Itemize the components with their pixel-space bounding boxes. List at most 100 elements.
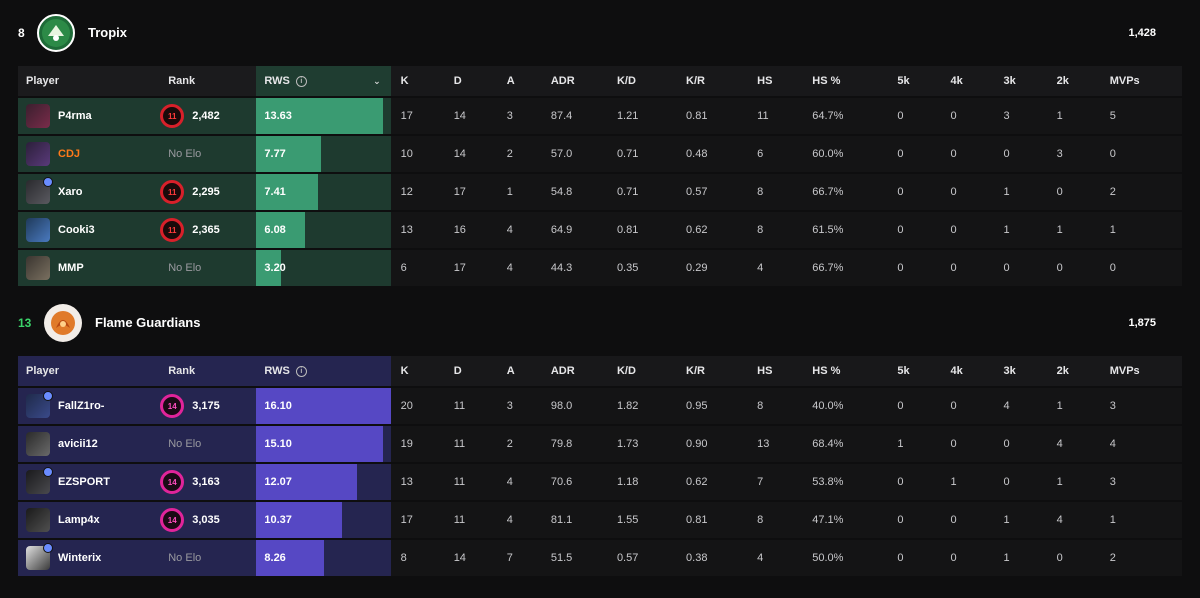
player-cell[interactable]: Xaro bbox=[18, 174, 161, 210]
player-cell[interactable]: FallZ1ro- bbox=[18, 388, 161, 424]
col-hs[interactable]: HS bbox=[747, 356, 803, 386]
flame-guardians-logo-icon[interactable] bbox=[44, 304, 82, 342]
avatar[interactable] bbox=[26, 432, 50, 456]
col-d[interactable]: D bbox=[443, 66, 497, 96]
col-a[interactable]: A bbox=[496, 356, 541, 386]
stat-adr: 81.1 bbox=[540, 502, 607, 538]
avatar[interactable] bbox=[26, 508, 50, 532]
tropix-logo-icon[interactable] bbox=[37, 14, 75, 52]
player-row[interactable]: avicii12 No Elo 15.10 19 11 2 79.8 1.73 0.90 13 68… bbox=[18, 426, 1182, 462]
avatar[interactable] bbox=[26, 391, 53, 418]
info-icon[interactable]: i bbox=[295, 75, 307, 87]
player-name[interactable]: Cooki3 bbox=[58, 224, 95, 236]
col-d[interactable]: D bbox=[443, 356, 497, 386]
player-row[interactable]: Cooki3 11 2,365 6.08 13 16 4 64.9 0.81 0.62 8 61.5%… bbox=[18, 212, 1182, 248]
col-player[interactable]: Player bbox=[18, 66, 161, 96]
stat-k: 19 bbox=[390, 426, 444, 462]
col-rws[interactable]: RWS i ⌄ bbox=[256, 66, 391, 96]
avatar[interactable] bbox=[26, 104, 50, 128]
elo-level-icon: 14 bbox=[160, 470, 185, 494]
stat-a: 2 bbox=[496, 426, 541, 462]
col-a[interactable]: A bbox=[496, 66, 541, 96]
team-name[interactable]: Flame Guardians bbox=[95, 315, 201, 330]
col-4k[interactable]: 4k bbox=[940, 66, 994, 96]
col-adr[interactable]: ADR bbox=[540, 356, 607, 386]
player-cell[interactable]: Lamp4x bbox=[18, 502, 161, 538]
player-cell[interactable]: EZSPORT bbox=[18, 464, 161, 500]
team-1-stats-table: Player Rank RWS i ⌄ K D A ADR K/D K/R HS… bbox=[18, 64, 1182, 288]
player-name[interactable]: P4rma bbox=[58, 110, 92, 122]
col-2k[interactable]: 2k bbox=[1046, 66, 1100, 96]
stat-k3: 0 bbox=[993, 250, 1047, 286]
player-name[interactable]: Lamp4x bbox=[58, 514, 100, 526]
stat-kr: 0.57 bbox=[676, 174, 748, 210]
player-row[interactable]: CDJ No Elo 7.77 10 14 2 57.0 0.71 0.48 6 60.0% 0 0 0 3… bbox=[18, 136, 1182, 172]
team-name[interactable]: Tropix bbox=[88, 25, 128, 40]
chevron-down-icon[interactable]: ⌄ bbox=[373, 75, 381, 86]
player-row[interactable]: Winterix No Elo 8.26 8 14 7 51.5 0.57 0.38 4 50.0%… bbox=[18, 540, 1182, 576]
player-cell[interactable]: MMP bbox=[18, 250, 161, 286]
stat-k: 17 bbox=[390, 502, 444, 538]
avatar[interactable] bbox=[26, 256, 50, 280]
elo-level-icon: 14 bbox=[160, 508, 185, 532]
player-cell[interactable]: Cooki3 bbox=[18, 212, 161, 248]
player-cell[interactable]: P4rma bbox=[18, 98, 161, 134]
col-rws[interactable]: RWS i bbox=[256, 356, 391, 386]
rank-cell: No Elo bbox=[160, 540, 257, 576]
player-row[interactable]: Xaro 11 2,295 7.41 12 17 1 54.8 0.71 0.57 8 66.7% 0 0… bbox=[18, 174, 1182, 210]
player-row[interactable]: MMP No Elo 3.20 6 17 4 44.3 0.35 0.29 4 66.7% 0 0 0 0 0 bbox=[18, 250, 1182, 286]
avatar[interactable] bbox=[26, 142, 50, 166]
avatar[interactable] bbox=[26, 543, 53, 570]
col-4k[interactable]: 4k bbox=[940, 356, 994, 386]
col-3k[interactable]: 3k bbox=[993, 66, 1047, 96]
col-kd[interactable]: K/D bbox=[606, 66, 677, 96]
col-rank[interactable]: Rank bbox=[160, 66, 257, 96]
stat-k4: 0 bbox=[940, 212, 994, 248]
col-player[interactable]: Player bbox=[18, 356, 161, 386]
col-rank[interactable]: Rank bbox=[160, 356, 257, 386]
player-cell[interactable]: Winterix bbox=[18, 540, 161, 576]
col-hs-pct[interactable]: HS % bbox=[802, 66, 888, 96]
col-kr[interactable]: K/R bbox=[676, 356, 748, 386]
player-row[interactable]: Lamp4x 14 3,035 10.37 17 11 4 81.1 1.55 0.81 8 47.1… bbox=[18, 502, 1182, 538]
player-name[interactable]: CDJ bbox=[58, 148, 81, 160]
col-5k[interactable]: 5k bbox=[887, 356, 941, 386]
player-cell[interactable]: CDJ bbox=[18, 136, 161, 172]
col-kr[interactable]: K/R bbox=[676, 66, 748, 96]
stat-a: 1 bbox=[496, 174, 541, 210]
player-name[interactable]: Winterix bbox=[58, 552, 102, 564]
col-2k[interactable]: 2k bbox=[1046, 356, 1100, 386]
player-row[interactable]: FallZ1ro- 14 3,175 16.10 20 11 3 98.0 1.82 0.95 8 4… bbox=[18, 388, 1182, 424]
player-name[interactable]: MMP bbox=[58, 262, 84, 274]
col-5k[interactable]: 5k bbox=[887, 66, 941, 96]
rws-bar bbox=[256, 212, 305, 248]
team-header-2: 13 Flame Guardians 1,875 bbox=[0, 304, 1200, 344]
col-k[interactable]: K bbox=[390, 356, 444, 386]
col-hs-pct[interactable]: HS % bbox=[802, 356, 888, 386]
player-name[interactable]: EZSPORT bbox=[58, 476, 110, 488]
avatar[interactable] bbox=[26, 467, 53, 494]
player-cell[interactable]: avicii12 bbox=[18, 426, 161, 462]
rws-bar bbox=[256, 464, 358, 500]
info-icon[interactable]: i bbox=[295, 365, 307, 377]
col-hs[interactable]: HS bbox=[747, 66, 803, 96]
player-name[interactable]: Xaro bbox=[58, 186, 83, 198]
rank-cell: 11 2,295 bbox=[160, 174, 257, 210]
col-k[interactable]: K bbox=[390, 66, 444, 96]
player-row[interactable]: EZSPORT 14 3,163 12.07 13 11 4 70.6 1.18 0.62 7 53.… bbox=[18, 464, 1182, 500]
player-name[interactable]: FallZ1ro- bbox=[58, 400, 105, 412]
col-mvps[interactable]: MVPs bbox=[1099, 356, 1182, 386]
stat-k2: 1 bbox=[1046, 212, 1100, 248]
avatar[interactable] bbox=[26, 177, 53, 204]
stat-adr: 54.8 bbox=[540, 174, 607, 210]
stat-k5: 0 bbox=[887, 464, 941, 500]
stat-hs-pct: 68.4% bbox=[802, 426, 888, 462]
player-row[interactable]: P4rma 11 2,482 13.63 17 14 3 87.4 1.21 0.81 11 64.7… bbox=[18, 98, 1182, 134]
col-mvps[interactable]: MVPs bbox=[1099, 66, 1182, 96]
col-kd[interactable]: K/D bbox=[606, 356, 677, 386]
avatar[interactable] bbox=[26, 218, 50, 242]
verified-badge-icon bbox=[43, 177, 53, 187]
player-name[interactable]: avicii12 bbox=[58, 438, 98, 450]
col-3k[interactable]: 3k bbox=[993, 356, 1047, 386]
col-adr[interactable]: ADR bbox=[540, 66, 607, 96]
